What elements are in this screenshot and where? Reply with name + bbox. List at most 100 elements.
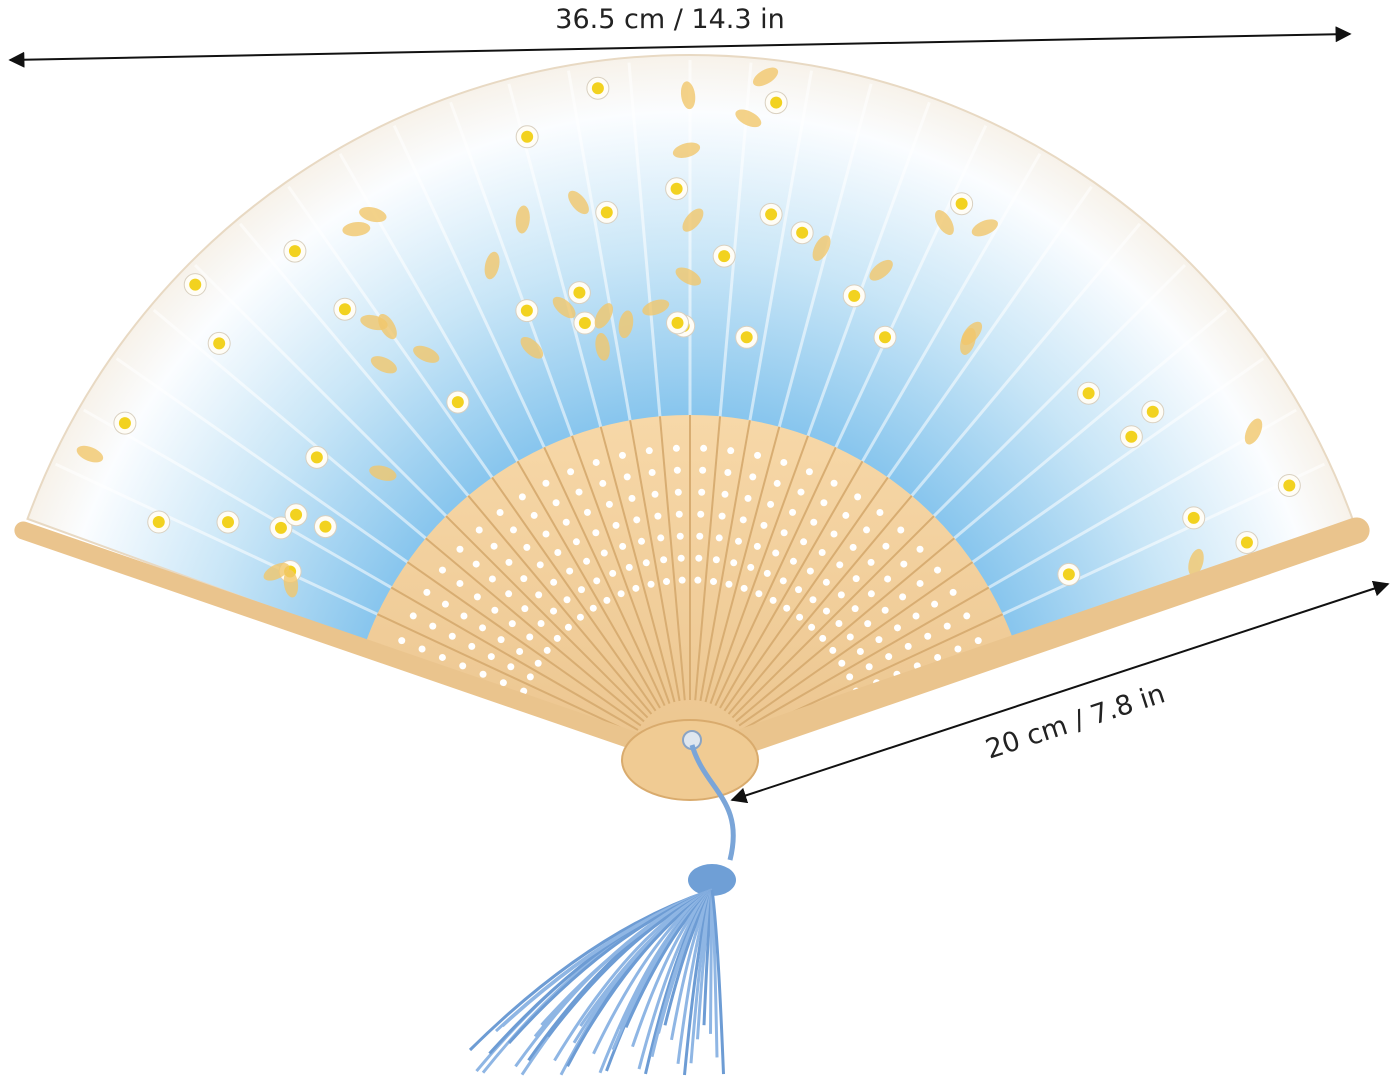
rib-hole — [875, 636, 883, 644]
rib-hole — [769, 596, 777, 604]
rib-hole — [520, 575, 528, 583]
rib-hole — [487, 653, 495, 661]
flower-center — [600, 206, 613, 219]
rib-hole — [526, 633, 534, 641]
rib-hole — [763, 569, 771, 577]
rib-hole — [516, 647, 524, 655]
rib — [629, 420, 681, 702]
rib-hole — [835, 620, 843, 628]
tassel-knot — [688, 864, 736, 896]
flower-center — [1146, 405, 1159, 418]
rib-hole — [863, 526, 871, 534]
rib-hole — [589, 604, 597, 612]
rib-hole — [851, 605, 859, 613]
flower-center — [718, 250, 731, 263]
rib-hole — [623, 473, 631, 481]
rib-hole — [749, 473, 757, 481]
rib-hole — [696, 532, 704, 540]
rib-hole — [924, 632, 932, 640]
leaf — [960, 327, 976, 355]
rib-hole — [645, 447, 653, 455]
leaf — [342, 222, 371, 237]
rib-hole — [797, 488, 805, 496]
rib-hole — [724, 468, 732, 476]
rib-hole — [537, 620, 545, 628]
rib-hole — [657, 534, 665, 542]
rib-hole — [468, 642, 476, 650]
leaf — [752, 67, 779, 87]
rib-hole — [730, 559, 738, 567]
rib-hole — [916, 545, 924, 553]
length-arrow — [730, 580, 1390, 804]
rib-hole — [809, 596, 817, 604]
rib-hole — [808, 623, 816, 631]
rib-hole — [460, 612, 468, 620]
rib-hole — [625, 563, 633, 571]
flower-center — [520, 304, 533, 317]
rib-hole — [505, 558, 513, 566]
rib-hole — [846, 633, 854, 641]
fold — [627, 62, 663, 427]
rib-hole — [542, 479, 550, 487]
rib-hole — [675, 510, 683, 518]
rib-hole — [842, 511, 850, 519]
rib-hole — [567, 468, 575, 476]
rib-hole — [441, 600, 449, 608]
rib-hole — [526, 673, 534, 681]
rib-hole — [789, 508, 797, 516]
width-arrow — [8, 26, 1352, 68]
rib-hole — [805, 468, 813, 476]
leaf — [680, 81, 696, 110]
fold — [803, 101, 931, 446]
rib-hole — [530, 511, 538, 519]
rib-hole — [852, 575, 860, 583]
leaf — [413, 345, 440, 363]
leaf — [642, 299, 670, 316]
flower-center — [1240, 536, 1253, 549]
rib-hole — [676, 532, 684, 540]
rib-hole — [810, 518, 818, 526]
rib-hole — [497, 636, 505, 644]
flower-center — [578, 317, 591, 330]
fold — [449, 101, 577, 446]
leaf — [1188, 548, 1204, 577]
length-label: 20 cm / 7.8 in — [982, 678, 1169, 765]
rib-hole — [836, 561, 844, 569]
width-label: 36.5 cm / 14.3 in — [555, 4, 784, 35]
rib-hole — [884, 575, 892, 583]
flower-center — [290, 508, 303, 521]
rib-hole — [943, 622, 951, 630]
rib-hole — [535, 591, 543, 599]
leaf — [869, 259, 893, 281]
flower-center — [591, 82, 604, 95]
rib-hole — [897, 526, 905, 534]
rib-hole — [488, 575, 496, 583]
leaf — [263, 562, 290, 581]
rib-hole — [718, 512, 726, 520]
leaf — [1244, 418, 1263, 445]
rib-hole — [916, 579, 924, 587]
rib-hole — [505, 590, 513, 598]
rib-hole — [509, 526, 517, 534]
rib-hole — [885, 653, 893, 661]
rib-hole — [864, 620, 872, 628]
rib-hole — [837, 591, 845, 599]
rib-hole — [654, 512, 662, 520]
rib-hole — [912, 612, 920, 620]
rib-hole — [760, 521, 768, 529]
rib-hole — [838, 659, 846, 667]
rib — [376, 613, 637, 736]
fold — [193, 263, 455, 525]
rib-hole — [949, 588, 957, 596]
rib-hole — [647, 580, 655, 588]
rib-hole — [663, 578, 671, 586]
rib-hole — [829, 646, 837, 654]
leaf — [675, 267, 702, 286]
rib-hole — [806, 567, 814, 575]
flower-center — [189, 278, 202, 291]
leaf — [595, 332, 610, 361]
leaf — [618, 310, 634, 339]
rib-hole — [753, 542, 761, 550]
